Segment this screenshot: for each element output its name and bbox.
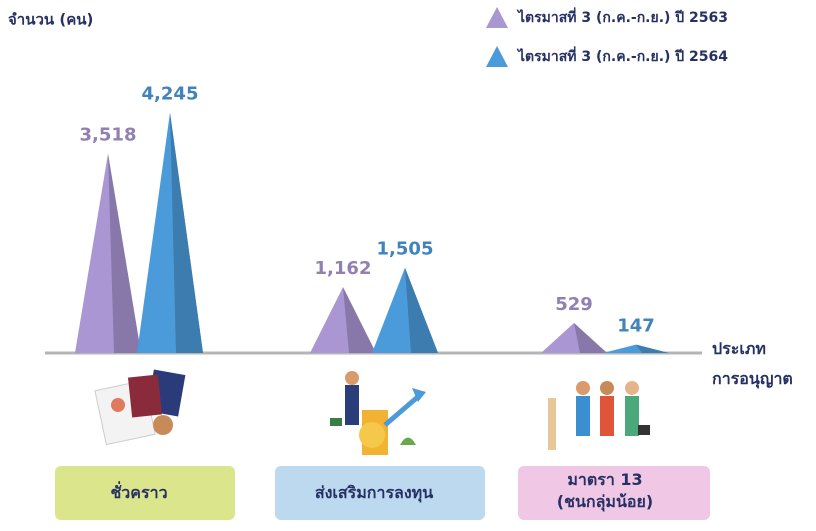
icon-documents [94, 369, 186, 446]
icon-workers [548, 381, 650, 450]
category-label: มาตรา 13 (ชนกลุ่มน้อย) [556, 470, 654, 511]
pyramid-shade [343, 287, 376, 353]
pyramid-shade [108, 153, 141, 353]
legend-label: ไตรมาสที่ 3 (ก.ค.-ก.ย.) ปี 2564 [516, 46, 728, 65]
pyramid-shade [405, 267, 438, 353]
value-label: 529 [555, 294, 593, 315]
icon-investment [330, 371, 426, 455]
legend-label: ไตรมาสที่ 3 (ก.ค.-ก.ย.) ปี 2563 [516, 7, 728, 26]
value-label: 1,162 [315, 258, 372, 279]
value-label: 1,505 [377, 239, 434, 260]
category-bands [55, 466, 710, 520]
pyramid-shade [636, 344, 669, 353]
value-label: 3,518 [80, 125, 137, 146]
category-label: ส่งเสริมการลงทุน [314, 483, 434, 502]
x-axis-label: ประเภท การอนุญาต [712, 339, 793, 388]
legend-marker [486, 46, 508, 67]
pyramid-shade [170, 112, 203, 353]
y-axis-label: จำนวน (คน) [8, 11, 93, 29]
value-label: 147 [617, 316, 655, 337]
pyramid-shade [574, 323, 607, 353]
category-label: ชั่วคราว [110, 483, 168, 502]
legend-marker [486, 7, 508, 28]
value-label: 4,245 [142, 83, 199, 104]
